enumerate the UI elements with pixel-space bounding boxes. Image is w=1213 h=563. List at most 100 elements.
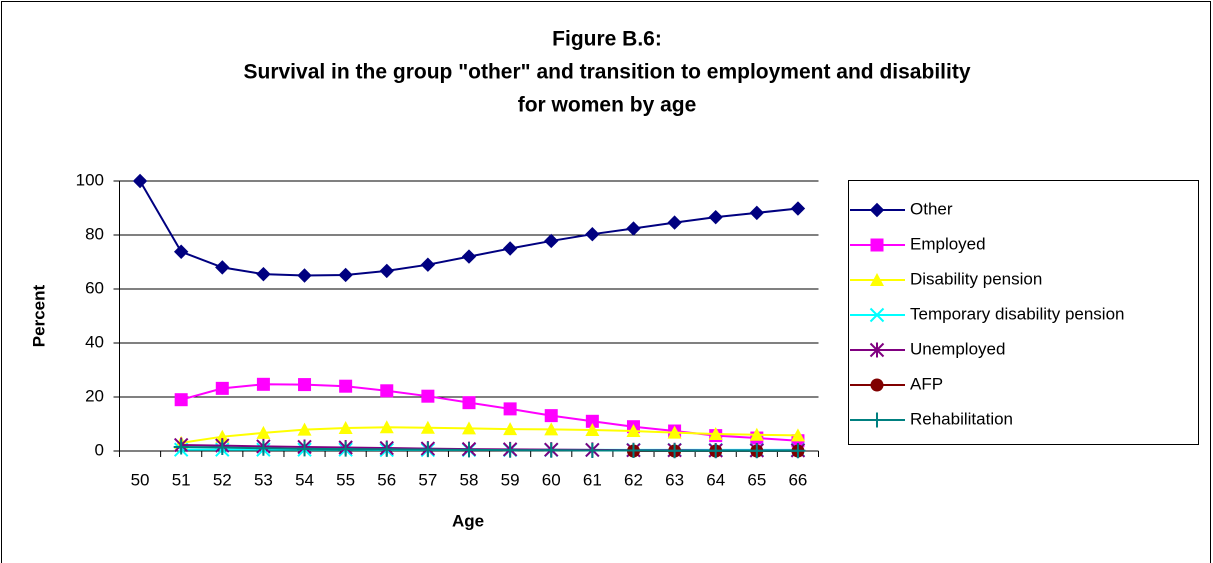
x-tick-label: 50 <box>131 470 150 489</box>
marker <box>379 441 395 457</box>
x-tick-label: 58 <box>460 470 479 489</box>
x-tick-label: 56 <box>377 470 396 489</box>
marker <box>298 378 312 392</box>
series-line <box>181 445 798 452</box>
marker <box>380 384 394 398</box>
marker <box>256 266 271 282</box>
y-tick-label: 80 <box>85 224 104 243</box>
marker <box>255 440 271 456</box>
x-tick-label: 60 <box>542 470 561 489</box>
marker <box>215 429 230 443</box>
legend-label: Temporary disability pension <box>910 304 1125 323</box>
y-tick-label: 0 <box>95 440 104 459</box>
marker <box>544 233 559 249</box>
marker <box>462 421 476 435</box>
legend-marker <box>870 378 884 392</box>
legend-label: Unemployed <box>910 339 1005 358</box>
chart-title: Survival in the group "other" and transi… <box>244 61 971 84</box>
marker <box>544 422 559 436</box>
marker <box>132 173 148 189</box>
marker <box>585 226 600 242</box>
marker <box>708 443 724 459</box>
marker <box>749 205 765 221</box>
marker <box>790 201 806 216</box>
marker <box>256 425 271 439</box>
y-tick-label: 20 <box>85 386 104 405</box>
x-tick-label: 52 <box>213 470 232 489</box>
chart-title: Figure B.6: <box>552 28 662 51</box>
x-tick-label: 59 <box>501 470 520 489</box>
legend-label: AFP <box>910 374 943 393</box>
marker <box>421 389 435 403</box>
y-tick-label: 60 <box>85 278 104 297</box>
marker <box>708 426 723 440</box>
marker <box>338 441 354 457</box>
marker <box>338 421 353 435</box>
marker <box>215 381 229 395</box>
marker <box>667 443 683 459</box>
legend-marker <box>870 238 884 252</box>
marker <box>790 443 806 459</box>
y-tick-label: 40 <box>85 332 104 351</box>
marker <box>297 441 313 457</box>
marker <box>626 221 641 236</box>
marker <box>461 249 477 264</box>
marker <box>503 402 517 416</box>
legend-box <box>848 180 1199 445</box>
x-tick-label: 63 <box>665 470 684 489</box>
marker <box>502 442 518 458</box>
legend-marker <box>869 412 885 428</box>
x-axis-label: Age <box>452 511 484 530</box>
marker <box>790 428 805 442</box>
marker <box>173 439 189 455</box>
marker <box>626 424 641 438</box>
marker <box>543 442 559 458</box>
marker <box>544 409 558 423</box>
chart-title: for women by age <box>518 94 697 117</box>
marker <box>708 209 723 225</box>
marker <box>584 442 600 458</box>
legend-marker <box>869 307 885 323</box>
marker <box>585 422 600 436</box>
marker <box>667 215 682 230</box>
marker <box>585 414 599 428</box>
legend-label: Other <box>910 199 953 218</box>
marker <box>420 420 435 434</box>
marker <box>462 396 476 410</box>
x-tick-label: 51 <box>172 470 191 489</box>
x-tick-label: 64 <box>706 470 725 489</box>
marker <box>420 257 436 272</box>
x-tick-label: 55 <box>336 470 355 489</box>
x-tick-label: 66 <box>788 470 807 489</box>
marker <box>297 268 312 283</box>
x-tick-label: 57 <box>418 470 437 489</box>
legend-label: Employed <box>910 234 986 253</box>
marker <box>502 241 518 256</box>
legend-marker <box>869 342 885 358</box>
marker <box>338 267 353 283</box>
marker <box>174 393 188 407</box>
marker <box>214 439 230 455</box>
x-tick-label: 65 <box>747 470 766 489</box>
marker <box>461 442 477 458</box>
y-tick-label: 100 <box>76 170 104 189</box>
marker <box>173 244 189 259</box>
y-axis-label: Percent <box>29 284 48 347</box>
x-tick-label: 54 <box>295 470 314 489</box>
marker <box>420 442 436 458</box>
marker <box>503 422 518 436</box>
series-line <box>181 426 798 444</box>
x-tick-label: 61 <box>583 470 602 489</box>
marker <box>379 420 394 434</box>
marker <box>749 427 764 441</box>
legend-label: Rehabilitation <box>910 409 1013 428</box>
marker <box>379 263 394 279</box>
x-tick-label: 62 <box>624 470 643 489</box>
marker <box>625 442 641 458</box>
marker <box>667 425 682 439</box>
legend-marker <box>869 202 885 218</box>
x-tick-label: 53 <box>254 470 273 489</box>
marker <box>256 377 270 391</box>
